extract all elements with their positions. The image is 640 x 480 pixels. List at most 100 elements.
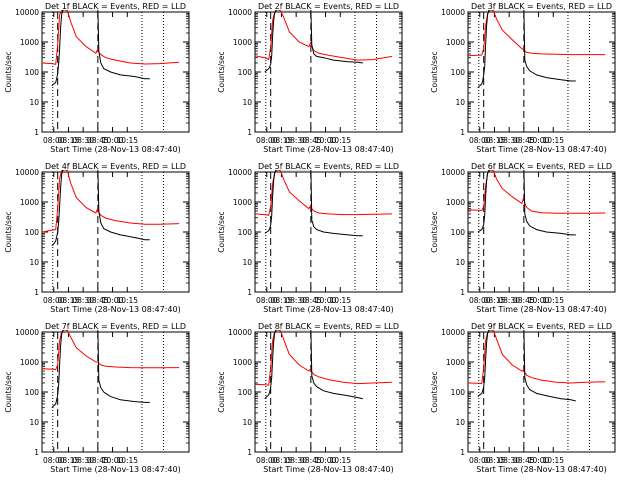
x-axis-label: Start Time (28-Nov-13 08:47:40) xyxy=(476,465,606,474)
y-tick-label: 10 xyxy=(242,418,252,427)
panel-title: Det 9f BLACK = Events, RED = LLD xyxy=(471,322,612,331)
y-tick-label: 1000 xyxy=(446,358,465,367)
x-axis-label: Start Time (28-Nov-13 08:47:40) xyxy=(263,465,393,474)
y-tick-label: 10000 xyxy=(228,328,252,337)
events-series-line xyxy=(264,330,363,400)
y-tick-label: 10000 xyxy=(441,8,465,17)
y-tick-label: 1 xyxy=(460,448,465,457)
events-series-line xyxy=(477,170,576,236)
events-series-line xyxy=(51,170,150,247)
x-tick-label: 08:30 xyxy=(285,296,307,305)
y-tick-label: 100 xyxy=(451,388,466,397)
y-tick-label: 1000 xyxy=(20,358,39,367)
y-axis-label: Counts/sec xyxy=(217,51,226,92)
x-tick-label: 10:00 xyxy=(315,456,337,465)
lld-series-line xyxy=(255,330,393,386)
panel-title: Det 5f BLACK = Events, RED = LLD xyxy=(258,162,399,171)
x-axis-label: Start Time (28-Nov-13 08:47:40) xyxy=(50,465,180,474)
y-axis-label: Counts/sec xyxy=(430,211,439,252)
x-tick-label: 10:00 xyxy=(528,456,550,465)
x-tick-label: 10:00 xyxy=(315,136,337,145)
y-tick-label: 10 xyxy=(455,418,465,427)
y-tick-label: 1000 xyxy=(233,38,252,47)
plot-frame xyxy=(254,11,403,133)
detector-panel-2: Det 2f BLACK = Events, RED = LLD 08:0008:… xyxy=(217,2,403,154)
x-tick-label: 08:30 xyxy=(498,136,520,145)
x-tick-label: 08:15 xyxy=(484,456,506,465)
y-axis-label: Counts/sec xyxy=(430,371,439,412)
x-tick-label: 08:15 xyxy=(271,136,293,145)
x-tick-label: 10:15 xyxy=(116,456,138,465)
y-tick-label: 1 xyxy=(460,288,465,297)
x-tick-label: 08:15 xyxy=(271,456,293,465)
x-tick-label: 08:15 xyxy=(58,296,80,305)
detector-panel-4: Det 4f BLACK = Events, RED = LLD08:0008:… xyxy=(4,162,190,314)
x-tick-label: 08:00 xyxy=(469,296,491,305)
y-axis-label: Counts/sec xyxy=(4,371,13,412)
x-tick-label: 08:30 xyxy=(498,456,520,465)
y-tick-label: 10000 xyxy=(441,328,465,337)
lld-series-line xyxy=(255,170,393,216)
x-tick-label: 08:30 xyxy=(72,456,94,465)
y-tick-label: 10000 xyxy=(15,328,39,337)
x-tick-label: 08:30 xyxy=(285,456,307,465)
y-axis-label: Counts/sec xyxy=(217,211,226,252)
y-tick-label: 10 xyxy=(29,98,39,107)
x-tick-label: 08:00 xyxy=(43,296,65,305)
x-tick-label: 08:15 xyxy=(271,296,293,305)
panel-title: Det 6f BLACK = Events, RED = LLD xyxy=(471,162,612,171)
x-tick-label: 10:00 xyxy=(102,456,124,465)
x-tick-label: 10:00 xyxy=(102,136,124,145)
x-tick-label: 08:15 xyxy=(58,456,80,465)
x-tick-label: 10:00 xyxy=(528,136,550,145)
x-tick-label: 08:45 xyxy=(513,136,535,145)
lld-series-line xyxy=(255,10,393,61)
y-tick-label: 1000 xyxy=(233,198,252,207)
y-axis-label: Counts/sec xyxy=(4,211,13,252)
x-axis-label: Start Time (28-Nov-13 08:47:40) xyxy=(476,305,606,314)
x-tick-label: 10:15 xyxy=(116,296,138,305)
y-tick-label: 1 xyxy=(34,288,39,297)
x-tick-label: 10:15 xyxy=(542,136,564,145)
x-tick-label: 08:30 xyxy=(498,296,520,305)
detector-panel-3: Det 3f BLACK = Events, RED = LLD08:0008:… xyxy=(430,2,616,154)
x-tick-label: 08:00 xyxy=(256,136,278,145)
detector-panel-8: Det 8f BLACK = Events, RED = LLD08:0008:… xyxy=(217,322,403,474)
lld-series-line xyxy=(42,170,180,233)
y-tick-label: 100 xyxy=(238,68,253,77)
plot-frame xyxy=(41,171,190,293)
y-tick-label: 10 xyxy=(29,418,39,427)
y-tick-label: 10 xyxy=(29,258,39,267)
events-series-line xyxy=(477,10,576,89)
y-tick-label: 1 xyxy=(247,288,252,297)
plot-frame xyxy=(41,331,190,453)
plot-frame xyxy=(467,331,616,453)
detector-panel-5: Det 5f BLACK = Events, RED = LLD08:0008:… xyxy=(217,162,403,314)
x-tick-label: 08:00 xyxy=(43,456,65,465)
x-axis-label: Start Time (28-Nov-13 08:47:40) xyxy=(476,145,606,154)
plot-frame xyxy=(41,11,190,133)
x-tick-label: 10:15 xyxy=(542,296,564,305)
x-tick-label: 10:00 xyxy=(315,296,337,305)
y-tick-label: 1000 xyxy=(233,358,252,367)
panel-title: Det 2f BLACK = Events, RED = LLD xyxy=(258,2,399,11)
x-tick-label: 08:45 xyxy=(87,296,109,305)
y-tick-label: 10000 xyxy=(228,168,252,177)
x-tick-label: 08:15 xyxy=(484,296,506,305)
y-tick-label: 1 xyxy=(34,128,39,137)
y-tick-label: 10 xyxy=(455,258,465,267)
y-tick-label: 10 xyxy=(242,98,252,107)
x-axis-label: Start Time (28-Nov-13 08:47:40) xyxy=(50,145,180,154)
x-tick-label: 08:00 xyxy=(256,296,278,305)
y-tick-label: 100 xyxy=(25,228,40,237)
x-tick-label: 10:15 xyxy=(329,296,351,305)
lld-series-line xyxy=(42,330,180,371)
panel-title: Det 3f BLACK = Events, RED = LLD xyxy=(471,2,612,11)
x-axis-label: Start Time (28-Nov-13 08:47:40) xyxy=(50,305,180,314)
y-tick-label: 10000 xyxy=(441,168,465,177)
lld-series-line xyxy=(42,10,180,65)
y-tick-label: 100 xyxy=(238,388,253,397)
panel-title: Det 4f BLACK = Events, RED = LLD xyxy=(45,162,186,171)
panel-title: Det 8f BLACK = Events, RED = LLD xyxy=(258,322,399,331)
